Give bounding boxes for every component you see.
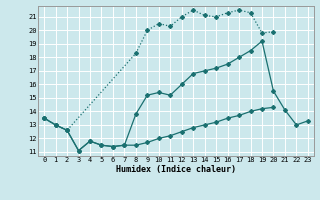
- X-axis label: Humidex (Indice chaleur): Humidex (Indice chaleur): [116, 165, 236, 174]
